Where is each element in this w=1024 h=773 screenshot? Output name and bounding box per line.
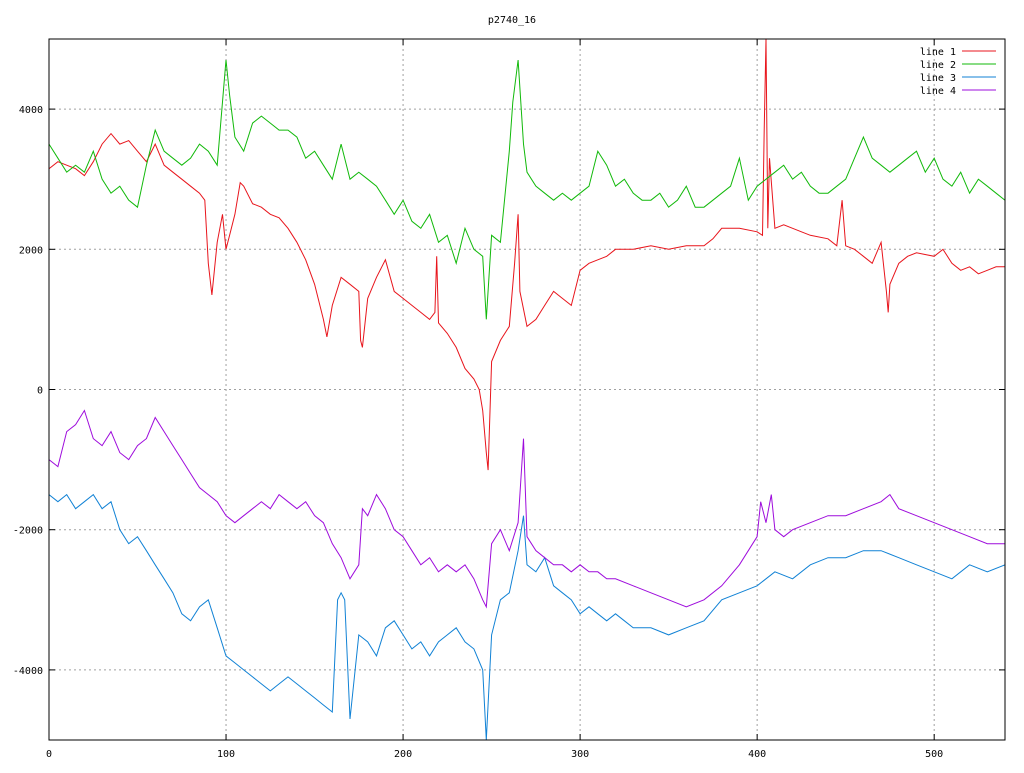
- x-tick-label: 100: [217, 749, 235, 760]
- x-tick-label: 400: [748, 749, 766, 760]
- x-tick-label: 0: [46, 749, 52, 760]
- chart-title: p2740_16: [488, 15, 536, 26]
- legend: line 1 line 2 line 3 line 4: [920, 47, 996, 97]
- plot-border: [48, 38, 1006, 741]
- x-tick-label: 300: [571, 749, 589, 760]
- grid-lines: [49, 39, 1005, 740]
- series-line-2: [49, 59, 1005, 320]
- y-tick-label: 0: [37, 386, 43, 397]
- x-tick-label: 500: [925, 749, 943, 760]
- legend-label: line 4: [920, 86, 956, 97]
- axes: 0 100 200 300 400 500 -4000 -2000 0 2000 4000: [13, 38, 1006, 760]
- series-lines: [49, 39, 1005, 740]
- legend-label: line 2: [920, 60, 956, 71]
- legend-label: line 1: [920, 47, 956, 58]
- series-line-3: [49, 493, 1005, 740]
- y-tick-label: 2000: [19, 245, 43, 256]
- y-tick-label: 4000: [19, 105, 43, 116]
- y-tick-label: -4000: [13, 666, 43, 677]
- legend-label: line 3: [920, 73, 956, 84]
- x-tick-label: 200: [394, 749, 412, 760]
- series-line-1: [49, 39, 1005, 471]
- series-line-4: [49, 409, 1005, 609]
- y-tick-label: -2000: [13, 526, 43, 537]
